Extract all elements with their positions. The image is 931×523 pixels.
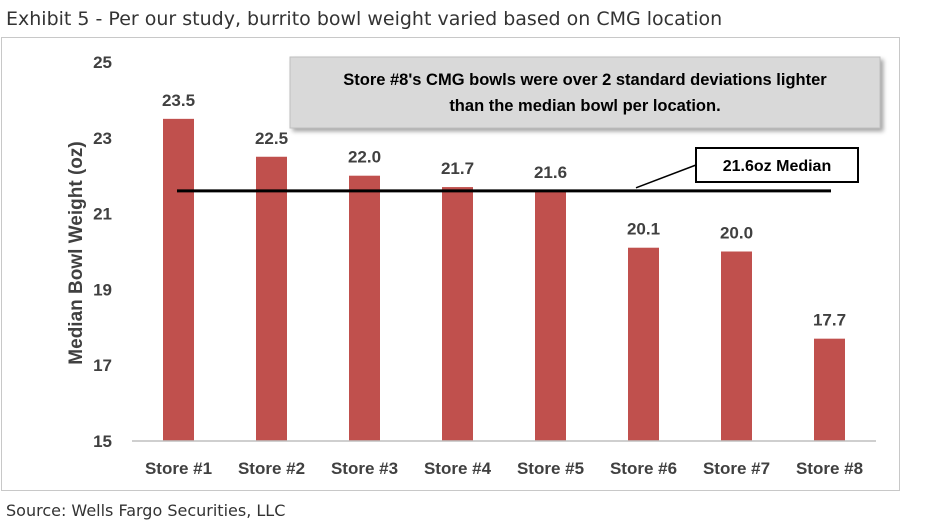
annotation-line-2: than the median bowl per location. bbox=[449, 97, 720, 115]
x-tick-label-store-6: Store #6 bbox=[610, 459, 677, 478]
x-tick-label-store-7: Store #7 bbox=[703, 459, 770, 478]
bar-store-5 bbox=[535, 190, 566, 441]
y-tick-label-21: 21 bbox=[93, 205, 112, 224]
data-label-store-1: 23.5 bbox=[162, 91, 195, 110]
bar-store-3 bbox=[349, 175, 380, 441]
x-tick-label-store-8: Store #8 bbox=[796, 459, 863, 478]
bars bbox=[163, 118, 845, 441]
data-label-store-6: 20.1 bbox=[627, 220, 660, 239]
x-axis-tick-labels: Store #1 Store #2 Store #3 Store #4 Store #5… bbox=[145, 459, 863, 478]
median-callout: 21.6oz Median bbox=[695, 147, 859, 183]
y-axis-ticks: 15 17 19 21 23 25 bbox=[93, 53, 112, 451]
bar-store-8 bbox=[814, 338, 845, 441]
annotation-line-1: Store #8's CMG bowls were over 2 standar… bbox=[343, 71, 827, 89]
data-label-store-5: 21.6 bbox=[534, 163, 567, 182]
y-axis-label: Median Bowl Weight (oz) bbox=[66, 141, 87, 364]
x-tick-label-store-4: Store #4 bbox=[424, 459, 492, 478]
data-label-store-4: 21.7 bbox=[441, 159, 474, 178]
exhibit-title: Exhibit 5 - Per our study, burrito bowl … bbox=[6, 8, 723, 30]
x-tick-label-store-1: Store #1 bbox=[145, 459, 212, 478]
median-callout-label: 21.6oz Median bbox=[723, 158, 831, 175]
y-tick-label-17: 17 bbox=[93, 356, 112, 375]
median-callout-connector bbox=[635, 164, 697, 189]
bar-store-6 bbox=[628, 247, 659, 441]
annotation-callout: Store #8's CMG bowls were over 2 standar… bbox=[289, 56, 881, 129]
source-note: Source: Wells Fargo Securities, LLC bbox=[6, 501, 286, 520]
bar-store-4 bbox=[442, 187, 473, 441]
bar-store-7 bbox=[721, 251, 752, 441]
data-label-store-8: 17.7 bbox=[813, 311, 846, 330]
annotation-box bbox=[289, 56, 881, 129]
data-label-store-3: 22.0 bbox=[348, 148, 381, 167]
data-label-store-7: 20.0 bbox=[720, 224, 753, 243]
bar-store-2 bbox=[256, 156, 287, 441]
x-tick-label-store-2: Store #2 bbox=[238, 459, 305, 478]
data-label-store-2: 22.5 bbox=[255, 129, 288, 148]
bar-store-1 bbox=[163, 118, 194, 441]
x-tick-label-store-5: Store #5 bbox=[517, 459, 584, 478]
x-tick-label-store-3: Store #3 bbox=[331, 459, 398, 478]
bar-data-labels: 23.5 22.5 22.0 21.7 21.6 20.1 20.0 17.7 bbox=[162, 91, 846, 330]
median-callout-box bbox=[695, 147, 859, 183]
y-tick-label-25: 25 bbox=[93, 53, 112, 72]
y-tick-label-19: 19 bbox=[93, 280, 112, 299]
y-tick-label-15: 15 bbox=[93, 432, 112, 451]
y-tick-label-23: 23 bbox=[93, 129, 112, 148]
chart-frame bbox=[1, 37, 900, 491]
